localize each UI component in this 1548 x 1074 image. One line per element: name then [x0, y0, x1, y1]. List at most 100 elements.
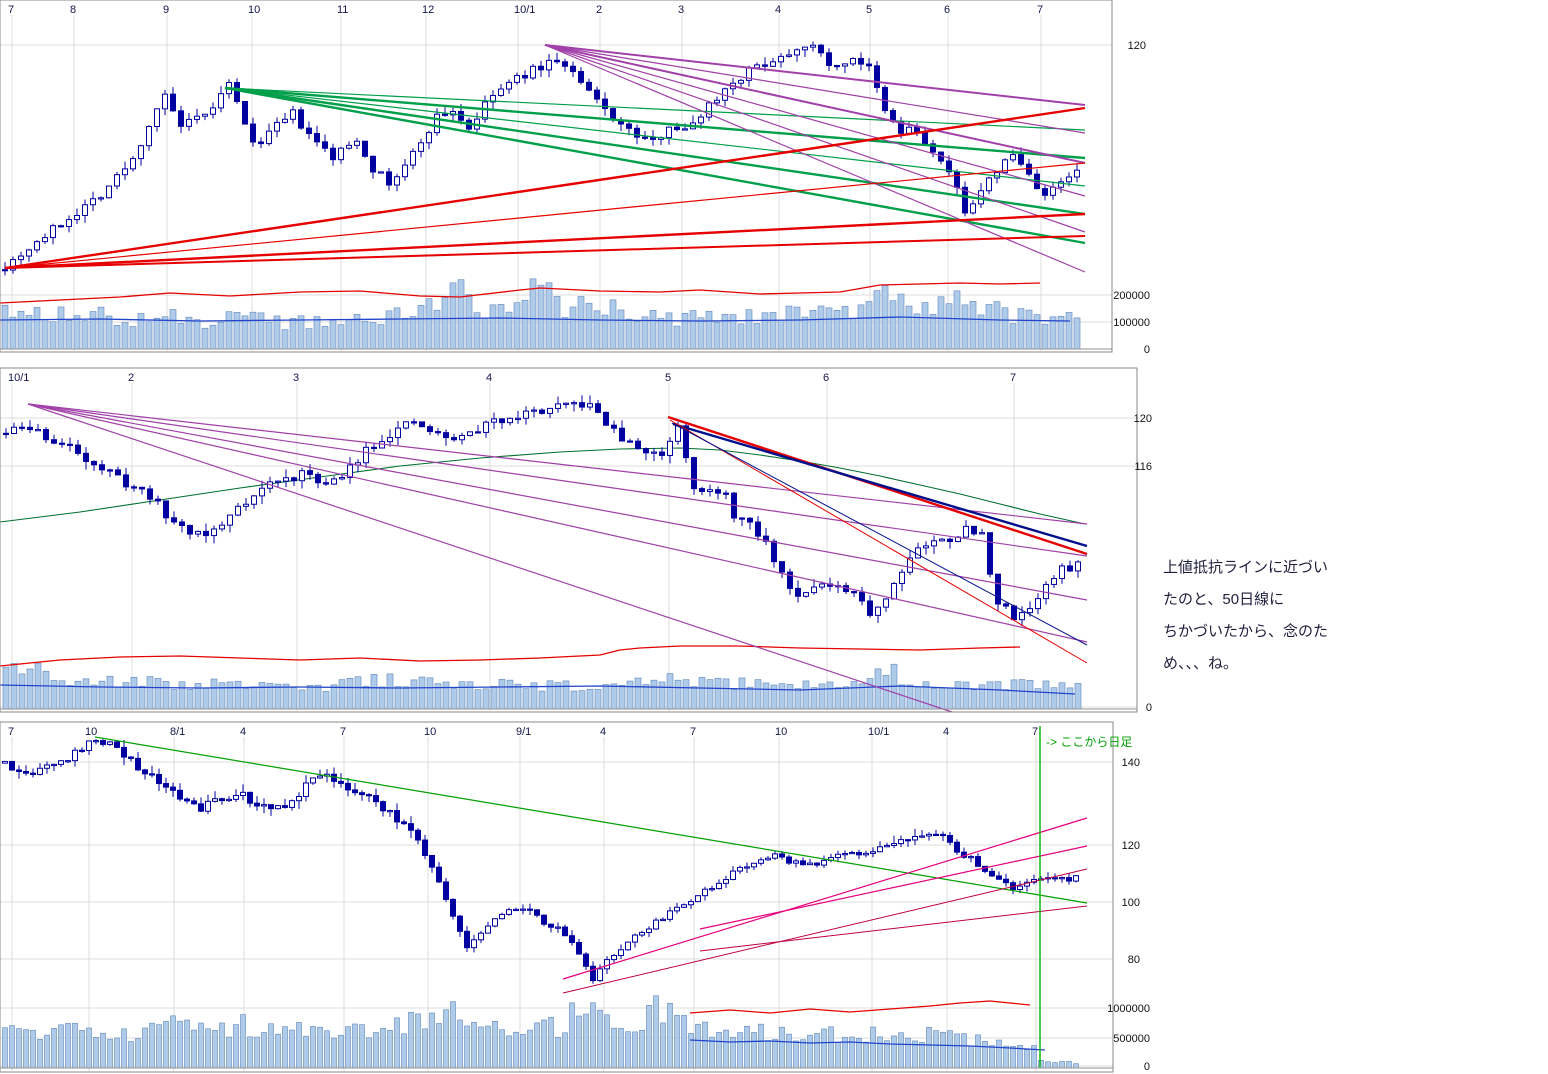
- axis-label: 0: [1146, 702, 1152, 714]
- purple-fan-5[interactable]: [27, 403, 953, 713]
- month-label: 8: [70, 4, 76, 16]
- month-label: 2: [596, 4, 602, 16]
- axis-label: 120: [1134, 413, 1152, 425]
- month-label: 12: [422, 4, 434, 16]
- uptrend-magenta-2[interactable]: [699, 845, 1088, 930]
- purple-fan-1[interactable]: [27, 403, 1088, 525]
- month-label: 7: [8, 4, 14, 16]
- weekly-chart-2009-2010-ma-lines: [0, 282, 1071, 322]
- month-label: 10/1: [8, 372, 29, 384]
- daily-chart-2010-volume-bars: [2, 662, 1082, 710]
- daily-chart-2010[interactable]: 10/1 2 3 4 5 6 7 120 116 0: [0, 367, 1152, 714]
- green-fan-3[interactable]: [224, 87, 1086, 187]
- weekly-chart-2009-2010-trend-lines[interactable]: [4, 44, 1086, 273]
- daily-chart-start-label: -> ここから日足: [1046, 735, 1133, 749]
- red-fan-1[interactable]: [4, 106, 1086, 270]
- uptrend-crimson-2[interactable]: [699, 905, 1088, 952]
- axis-label: 200000: [1113, 290, 1150, 302]
- weekly-chart-2009-2010[interactable]: 7 8 9 10 11 12 10/1 2 3 4 5 6 7 120 200000 100000 0: [0, 0, 1150, 356]
- axis-label: 100000: [1113, 317, 1150, 329]
- purple-fan-2[interactable]: [27, 403, 1088, 557]
- volume-ma-red: [0, 282, 1041, 304]
- uptrend-magenta-1[interactable]: [562, 817, 1088, 980]
- daily-chart-2010-axis-labels: 120 116 0: [1134, 413, 1152, 714]
- month-label: 10: [424, 726, 436, 738]
- volume-ma-red: [689, 1000, 1031, 1014]
- daily-chart-2010-month-labels: 10/1 2 3 4 5 6 7: [8, 372, 1016, 384]
- axis-label: 120: [1128, 40, 1146, 52]
- month-label: 7: [1010, 372, 1016, 384]
- weekly-chart-2007-2010-month-labels: 7 10 8/1 4 7 10 9/1 4 7 10 10/1 4 7: [8, 726, 1038, 738]
- month-label: 4: [600, 726, 606, 738]
- axis-label: 1000000: [1107, 1003, 1150, 1015]
- month-label: 9/1: [516, 726, 531, 738]
- purple-fan-2[interactable]: [544, 44, 1086, 134]
- axis-label: 80: [1128, 954, 1140, 966]
- note-line-2: たのと、50日線に: [1163, 591, 1285, 608]
- purple-fan-5[interactable]: [544, 44, 1086, 233]
- volume-ma-blue: [0, 684, 1076, 695]
- purple-fan-4[interactable]: [544, 44, 1086, 197]
- month-label: 7: [340, 726, 346, 738]
- weekly-chart-2009-2010-axis-labels: 120 200000 100000 0: [1113, 40, 1150, 356]
- purple-fan-4[interactable]: [27, 403, 1088, 643]
- resistance-navy-thick[interactable]: [672, 422, 1088, 548]
- month-label: 7: [1032, 726, 1038, 738]
- green-fan-4[interactable]: [224, 86, 1086, 216]
- green-fan-5[interactable]: [224, 86, 1086, 245]
- weekly-chart-2007-2010[interactable]: 7 10 8/1 4 7 10 9/1 4 7 10 10/1 4 7 140 120 100 80 100000…: [0, 721, 1150, 1073]
- axis-label: 116: [1134, 461, 1152, 473]
- green-fan-1[interactable]: [224, 87, 1086, 131]
- weekly-chart-2007-2010-trend-lines[interactable]: [94, 726, 1088, 1068]
- weekly-chart-2007-2010-volume-bars: [2, 995, 1079, 1069]
- green-fan-2[interactable]: [224, 86, 1086, 160]
- month-label: 7: [8, 726, 14, 738]
- weekly-chart-2007-2010-candles: [2, 738, 1079, 984]
- resistance-red-thin[interactable]: [669, 419, 1088, 664]
- downtrend-green[interactable]: [94, 736, 1088, 904]
- note-line-4: め、、、ね。: [1163, 655, 1239, 672]
- note-line-1: 上値抵抗ラインに近づい: [1163, 559, 1329, 576]
- month-label: 10: [775, 726, 787, 738]
- month-label: 2: [128, 372, 134, 384]
- daily-chart-2010-ma-lines: [0, 447, 1086, 695]
- red-fan-2[interactable]: [4, 162, 1086, 269]
- volume-ma-blue: [689, 1039, 1046, 1051]
- month-label: 4: [240, 726, 246, 738]
- volume-ma-red: [0, 645, 1021, 667]
- month-label: 3: [293, 372, 299, 384]
- handwritten-note: 上値抵抗ラインに近づい たのと、50日線に ちかづいたから、念のた め、、、ね。: [1163, 552, 1373, 680]
- month-label: 11: [337, 4, 348, 16]
- weekly-chart-2007-2010-axis-labels: 140 120 100 80 1000000 500000 0: [1107, 757, 1150, 1073]
- axis-label: 120: [1122, 840, 1140, 852]
- month-label: 10: [248, 4, 260, 16]
- axis-label: 140: [1122, 757, 1140, 769]
- month-label: 3: [678, 4, 684, 16]
- month-label: 6: [823, 372, 829, 384]
- volume-ma-blue: [0, 316, 1071, 322]
- purple-fan-1[interactable]: [544, 44, 1086, 106]
- daily-chart-2010-trend-lines[interactable]: [27, 403, 1088, 713]
- month-label: 4: [486, 372, 492, 384]
- purple-fan-6[interactable]: [544, 44, 1086, 273]
- red-fan-4[interactable]: [4, 235, 1086, 269]
- purple-fan-3[interactable]: [544, 44, 1086, 164]
- month-label: 7: [1037, 4, 1043, 16]
- month-label: 5: [866, 4, 872, 16]
- month-label: 10/1: [868, 726, 889, 738]
- purple-fan-3[interactable]: [27, 403, 1088, 601]
- weekly-chart-2009-2010-month-labels: 7 8 9 10 11 12 10/1 2 3 4 5 6 7: [8, 4, 1043, 16]
- axis-label: 100: [1122, 897, 1140, 909]
- month-label: 6: [944, 4, 950, 16]
- month-label: 4: [775, 4, 781, 16]
- axis-label: 0: [1144, 1061, 1150, 1073]
- red-fan-3[interactable]: [4, 212, 1086, 270]
- uptrend-crimson-1[interactable]: [562, 868, 1088, 994]
- month-label: 9: [163, 4, 169, 16]
- resistance-navy-thin[interactable]: [671, 422, 1088, 646]
- weekly-chart-2009-2010-candles: [2, 41, 1080, 276]
- ma50-green: [0, 447, 1086, 525]
- axis-label: 0: [1144, 344, 1150, 356]
